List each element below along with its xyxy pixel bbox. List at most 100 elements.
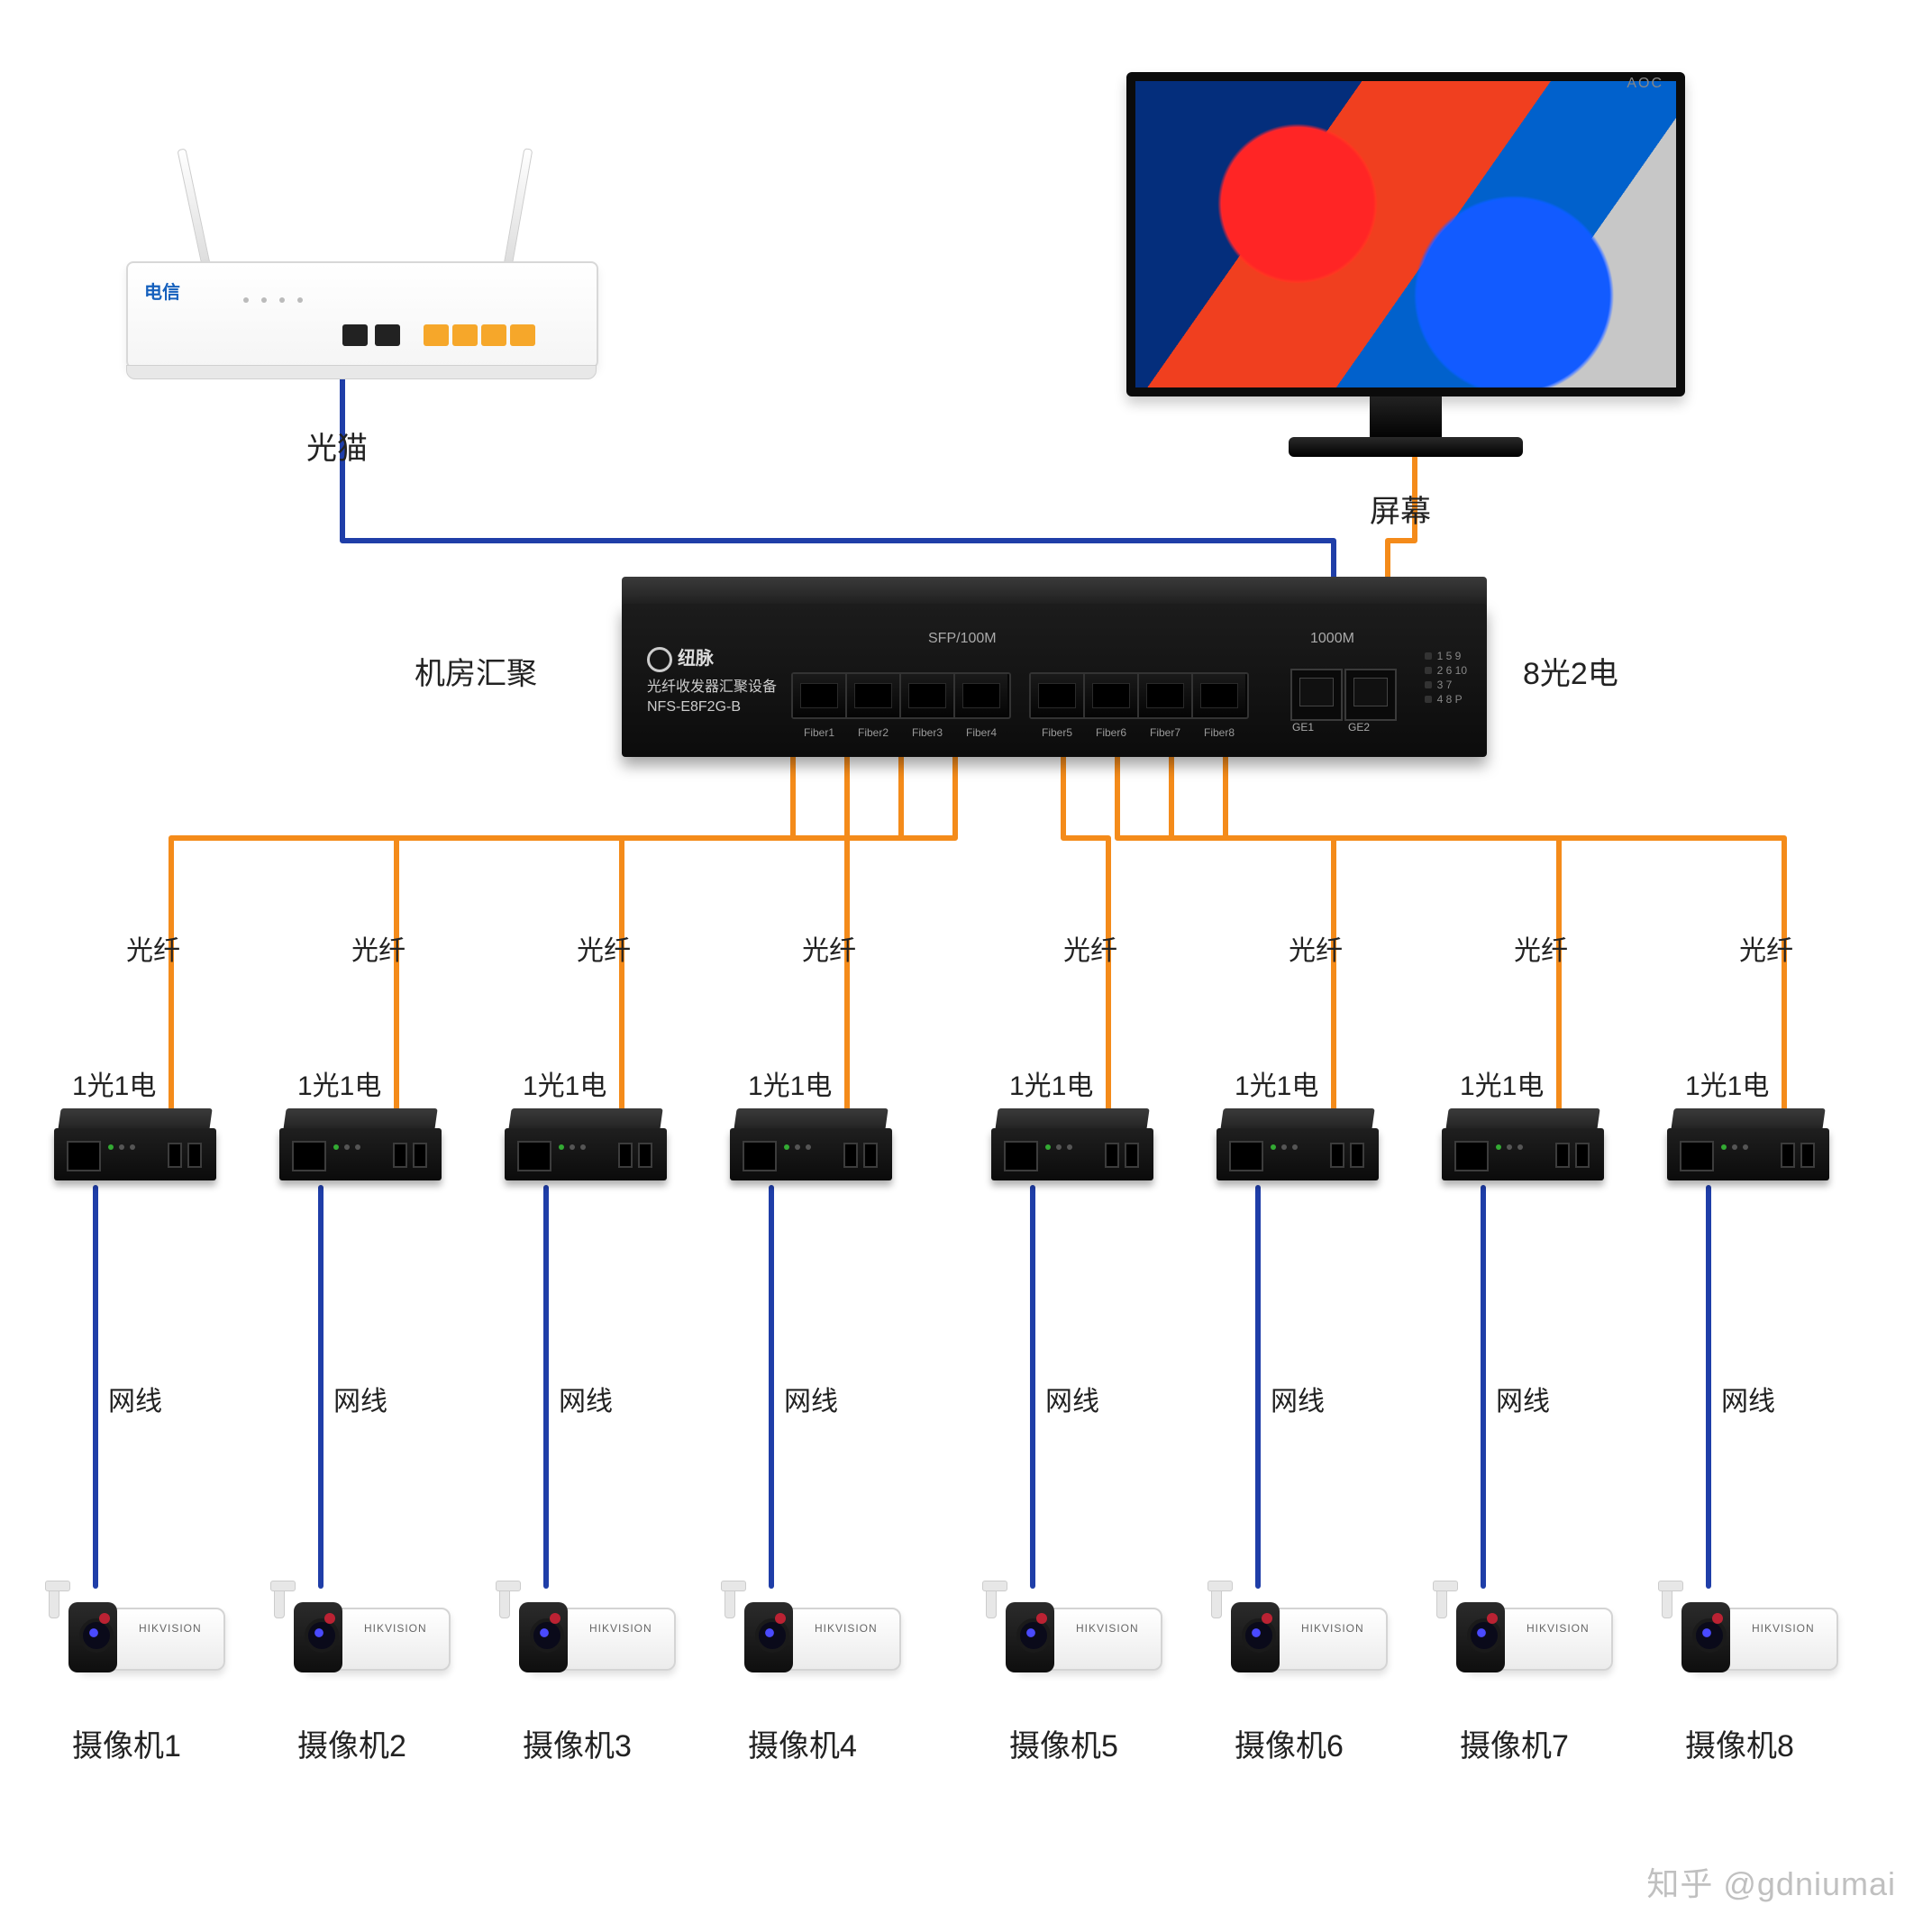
ip-camera: HIKVISION xyxy=(270,1586,451,1694)
monitor-label: 屏幕 xyxy=(1370,487,1431,531)
camera-brand: HIKVISION xyxy=(589,1622,652,1635)
sfp-bank: Fiber5Fiber6Fiber7Fiber8 xyxy=(1029,672,1249,719)
antenna-icon xyxy=(504,148,533,267)
fiber-port-icon xyxy=(1555,1143,1590,1168)
sfp-port-label: Fiber5 xyxy=(1031,726,1083,739)
aggregation-switch: 纽脉 光纤收发器汇聚设备 NFS-E8F2G-B SFP/100M 1000M … xyxy=(622,604,1487,757)
switch-brand-text: 纽脉 xyxy=(678,649,714,669)
monitor-base xyxy=(1289,437,1523,457)
watermark: 知乎 @gdniumai xyxy=(1646,1858,1896,1905)
modem-base xyxy=(126,365,597,379)
camera-label: 摄像机7 xyxy=(1460,1721,1569,1765)
camera-brand: HIKVISION xyxy=(139,1622,202,1635)
ip-camera: HIKVISION xyxy=(45,1586,225,1694)
ethernet-label: 网线 xyxy=(1045,1379,1099,1418)
ip-camera: HIKVISION xyxy=(1658,1586,1838,1694)
sfp-bank: Fiber1Fiber2Fiber3Fiber4 xyxy=(791,672,1011,719)
uplink-header: 1000M xyxy=(1310,631,1354,647)
switch-subtitle-line: 光纤收发器汇聚设备 xyxy=(647,678,777,697)
ip-camera: HIKVISION xyxy=(982,1586,1162,1694)
lens-icon xyxy=(1016,1618,1051,1653)
lan-port-icon xyxy=(452,324,478,346)
ge2-label: GE2 xyxy=(1348,721,1370,734)
led-row: 4 8 P xyxy=(1437,693,1463,706)
sfp-slot: Fiber7 xyxy=(1139,674,1193,717)
camera-brand: HIKVISION xyxy=(364,1622,427,1635)
sfp-port-label: Fiber6 xyxy=(1085,726,1137,739)
media-converter xyxy=(730,1108,892,1186)
sfp-port-label: Fiber1 xyxy=(793,726,845,739)
ip-camera: HIKVISION xyxy=(496,1586,676,1694)
ethernet-label: 网线 xyxy=(1271,1379,1325,1418)
rj45-port-icon xyxy=(1004,1141,1038,1171)
fiber-label: 光纤 xyxy=(126,928,180,968)
fiber-port-icon xyxy=(618,1143,652,1168)
camera-brand: HIKVISION xyxy=(1301,1622,1364,1635)
fiber-label: 光纤 xyxy=(1739,928,1793,968)
sfp-slot: Fiber2 xyxy=(847,674,901,717)
lan-port-icon xyxy=(481,324,506,346)
rj45-port-icon xyxy=(1344,669,1397,721)
sfp-port-label: Fiber3 xyxy=(901,726,953,739)
rj45-port-icon xyxy=(1229,1141,1263,1171)
rj45-port-icon xyxy=(67,1141,101,1171)
fiber-port-icon xyxy=(393,1143,427,1168)
ip-camera: HIKVISION xyxy=(1433,1586,1613,1694)
fiber-port-icon xyxy=(1330,1143,1364,1168)
monitor-brand: AOC xyxy=(1627,76,1663,92)
camera-label: 摄像机1 xyxy=(72,1721,181,1765)
sfp-port-label: Fiber2 xyxy=(847,726,899,739)
camera-label: 摄像机2 xyxy=(297,1721,406,1765)
rj45-port-icon xyxy=(517,1141,551,1171)
switch-brand: 纽脉 xyxy=(647,643,714,672)
converter-label: 1光1电 xyxy=(72,1063,156,1103)
rj45-port-icon xyxy=(292,1141,326,1171)
media-converter xyxy=(279,1108,442,1186)
media-converter xyxy=(1442,1108,1604,1186)
camera-label: 摄像机5 xyxy=(1009,1721,1118,1765)
lan-port-icon xyxy=(510,324,535,346)
lens-icon xyxy=(755,1618,789,1653)
sfp-slot: Fiber3 xyxy=(901,674,955,717)
camera-label: 摄像机3 xyxy=(523,1721,632,1765)
phone-port-icon xyxy=(342,324,368,346)
switch-top-bevel xyxy=(622,577,1487,607)
monitor-stand xyxy=(1370,396,1442,442)
led-row: 3 7 xyxy=(1437,679,1453,691)
switch-model: NFS-E8F2G-B xyxy=(647,697,777,717)
ethernet-label: 网线 xyxy=(784,1379,838,1418)
converter-label: 1光1电 xyxy=(297,1063,381,1103)
sfp-port-label: Fiber4 xyxy=(955,726,1007,739)
camera-brand: HIKVISION xyxy=(1752,1622,1815,1635)
switch-subtitle: 光纤收发器汇聚设备 NFS-E8F2G-B xyxy=(647,678,777,717)
aggregation-left-label: 机房汇聚 xyxy=(415,649,537,693)
switch-led-panel: 1 5 9 2 6 10 3 7 4 8 P xyxy=(1425,649,1467,706)
fiber-port-icon xyxy=(1105,1143,1139,1168)
ip-camera: HIKVISION xyxy=(721,1586,901,1694)
fiber-label: 光纤 xyxy=(1289,928,1343,968)
lens-icon xyxy=(79,1618,114,1653)
sfp-port-label: Fiber7 xyxy=(1139,726,1191,739)
camera-brand: HIKVISION xyxy=(1526,1622,1590,1635)
media-converter xyxy=(54,1108,216,1186)
lens-icon xyxy=(1242,1618,1276,1653)
phone-port-icon xyxy=(375,324,400,346)
converter-label: 1光1电 xyxy=(748,1063,832,1103)
camera-brand: HIKVISION xyxy=(1076,1622,1139,1635)
camera-label: 摄像机6 xyxy=(1235,1721,1344,1765)
fiber-port-icon xyxy=(843,1143,878,1168)
ethernet-label: 网线 xyxy=(559,1379,613,1418)
fiber-label: 光纤 xyxy=(1514,928,1568,968)
ethernet-label: 网线 xyxy=(108,1379,162,1418)
lens-icon xyxy=(305,1618,339,1653)
aggregation-right-label: 8光2电 xyxy=(1523,649,1618,693)
camera-brand: HIKVISION xyxy=(815,1622,878,1635)
camera-label: 摄像机4 xyxy=(748,1721,857,1765)
ge1-label: GE1 xyxy=(1292,721,1314,734)
ethernet-label: 网线 xyxy=(333,1379,387,1418)
sfp-slot: Fiber4 xyxy=(955,674,1007,717)
fiber-label: 光纤 xyxy=(577,928,631,968)
sfp-slot: Fiber6 xyxy=(1085,674,1139,717)
sfp-slot: Fiber8 xyxy=(1193,674,1245,717)
led-row: 2 6 10 xyxy=(1437,664,1467,677)
